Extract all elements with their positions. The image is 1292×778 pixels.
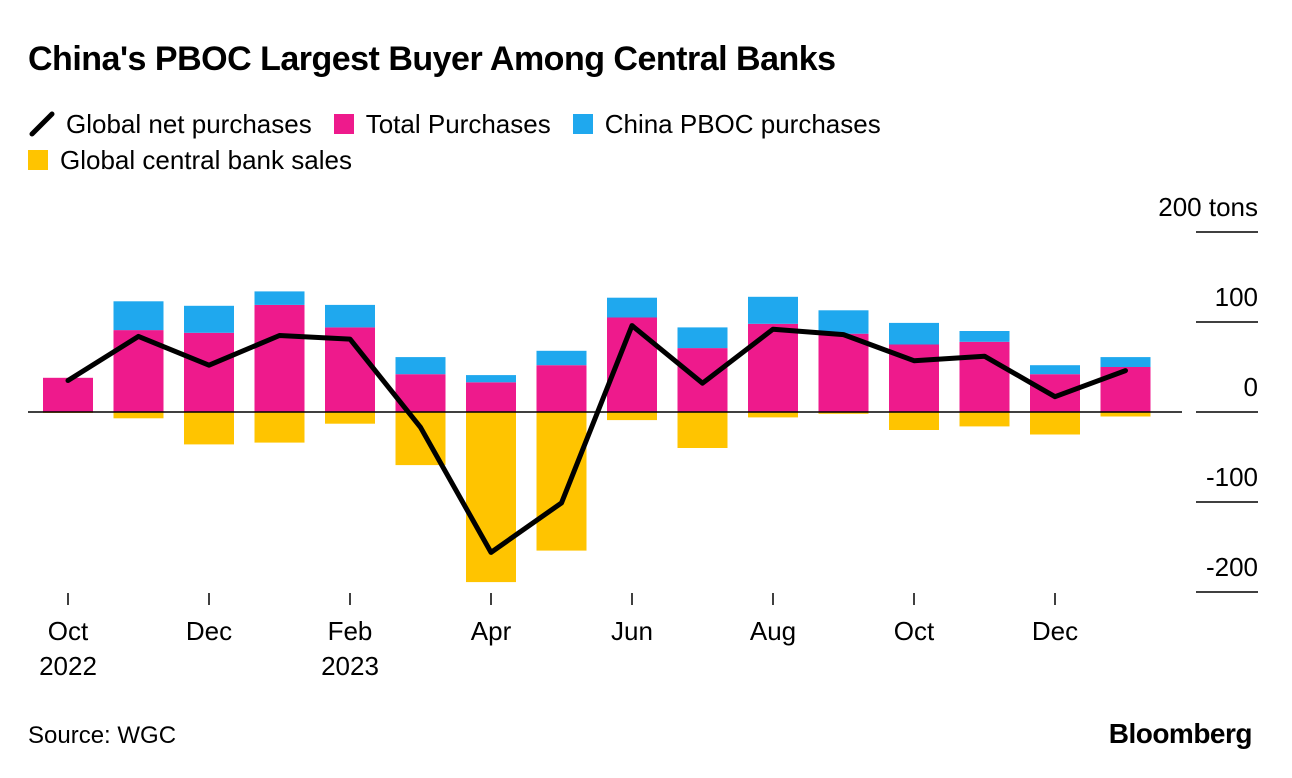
total-purchases-bar: [466, 382, 516, 412]
legend: Global net purchases Total Purchases Chi…: [28, 106, 1028, 178]
x-tick-label: Jun: [611, 616, 653, 646]
legend-row-1: Global net purchases Total Purchases Chi…: [28, 106, 1028, 142]
china-pboc-bar: [818, 310, 869, 334]
y-tick-label: 200 tons: [1158, 192, 1258, 222]
x-tick-label: Oct: [894, 616, 935, 646]
china-pboc-bar: [395, 357, 446, 375]
china-pboc-bar: [536, 350, 587, 366]
line-layer: [65, 323, 1128, 555]
total-purchases-bar: [254, 304, 305, 412]
central-bank-sales-bar: [113, 412, 164, 419]
legend-label: Global net purchases: [66, 108, 312, 139]
legend-row-2: Global central bank sales: [28, 142, 1028, 178]
swatch-icon: [28, 150, 48, 170]
central-bank-sales-bar: [536, 412, 587, 551]
swatch-icon: [333, 114, 354, 134]
x-tick-label: Dec: [1032, 616, 1078, 646]
x-tick-label: Dec: [186, 616, 232, 646]
central-bank-sales-bar: [466, 412, 516, 583]
china-pboc-bar: [748, 296, 798, 324]
y-tick-label: -100: [1206, 462, 1258, 492]
total-purchases-bar: [184, 332, 234, 412]
chart-title: China's PBOC Largest Buyer Among Central…: [28, 40, 836, 78]
central-bank-sales-bar: [889, 412, 939, 430]
legend-item-total-purchases: Total Purchases: [333, 108, 551, 140]
legend-item-global-central-bank-sales: Global central bank sales: [28, 145, 352, 176]
y-tick-label: -200: [1206, 552, 1258, 582]
china-pboc-bar: [466, 375, 516, 383]
x-tick-label: Apr: [471, 616, 512, 646]
china-pboc-bar: [889, 322, 939, 345]
x-tick-label: Aug: [750, 616, 796, 646]
x-tick-label: Oct: [48, 616, 89, 646]
central-bank-sales-bar: [748, 412, 798, 418]
china-pboc-bar: [325, 304, 375, 328]
central-bank-sales-bar: [325, 412, 375, 424]
central-bank-sales-bar: [1100, 412, 1151, 417]
china-pboc-bar: [254, 291, 305, 305]
x-tick-year-label: 2023: [321, 651, 379, 681]
line-swatch-icon: [29, 111, 55, 137]
legend-item-global-net-purchases: Global net purchases: [28, 109, 312, 140]
bloomberg-logo: Bloomberg: [1108, 718, 1253, 749]
central-bank-sales-bar: [184, 412, 234, 445]
total-purchases-bar: [43, 377, 93, 412]
china-pboc-bar: [677, 327, 728, 349]
china-pboc-bar: [184, 305, 234, 333]
y-tick-label: 100: [1215, 282, 1258, 312]
x-tick-label: Feb: [328, 616, 373, 646]
total-purchases-bar: [1100, 367, 1151, 412]
y-tick-label: 0: [1244, 372, 1258, 402]
china-pboc-bar: [959, 331, 1010, 342]
central-bank-sales-bar: [1030, 412, 1080, 435]
china-pboc-bar: [1030, 365, 1080, 375]
total-purchases-bar: [1030, 374, 1080, 412]
china-pboc-bar: [1100, 357, 1151, 367]
legend-label: Total Purchases: [365, 108, 551, 139]
china-pboc-bar: [607, 297, 657, 318]
legend-label: China PBOC purchases: [604, 108, 881, 139]
x-tick-year-label: 2022: [39, 651, 97, 681]
central-bank-sales-bar: [254, 412, 305, 443]
total-purchases-bar: [818, 333, 869, 412]
central-bank-sales-bar: [818, 412, 869, 414]
legend-item-china-pboc-purchases: China PBOC purchases: [572, 108, 881, 140]
legend-label: Global central bank sales: [60, 144, 352, 175]
central-bank-sales-bar: [607, 412, 657, 421]
ticks-layer: Oct 2022 Dec Feb 2023 Apr Jun Aug Oct Dec: [39, 593, 1078, 681]
total-purchases-bar: [536, 365, 587, 412]
source-note: Source: WGC: [28, 722, 177, 749]
central-bank-sales-bar: [959, 412, 1010, 427]
central-bank-sales-bar: [677, 412, 728, 448]
bars-layer: [43, 291, 1151, 583]
china-pboc-bar: [113, 301, 164, 331]
swatch-icon: [572, 114, 593, 134]
global-net-purchases-line: [65, 323, 1128, 555]
total-purchases-bar: [959, 341, 1010, 412]
axis-layer: 200 tons 100 0 -100 -200: [28, 192, 1258, 593]
total-purchases-bar: [748, 323, 798, 412]
